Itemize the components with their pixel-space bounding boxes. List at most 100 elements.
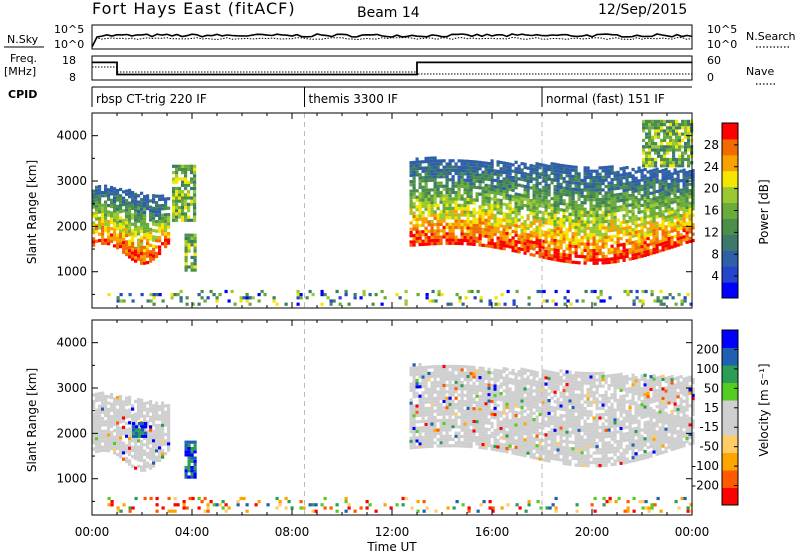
echo-cell [421,179,425,183]
echo-cell [541,375,545,379]
echo-cell [137,398,141,402]
echo-cell [140,229,144,233]
echo-cell [493,444,497,448]
echo-cell [679,201,683,205]
echo-cell [544,369,548,373]
echo-cell [523,431,527,436]
echo-cell [101,235,105,239]
echo-cell [559,417,563,421]
echo-cell [161,452,165,456]
echo-cell [152,229,156,233]
echo-cell [652,178,656,182]
echo-cell [479,296,483,300]
echo-cell [478,423,482,427]
echo-cell [338,296,342,300]
echo-cell [409,161,413,165]
echo-cell [421,160,425,164]
echo-cell [451,197,455,201]
echo-cell [146,464,150,468]
echo-cell [655,224,659,228]
echo-cell [685,202,689,206]
echo-cell [604,235,608,239]
echo-cell [478,433,482,437]
echo-cell [463,213,467,217]
echo-cell [137,216,141,220]
echo-cell [683,299,687,303]
echo-cell [185,302,189,306]
echo-cell [469,387,473,391]
echo-cell [664,218,668,222]
echo-cell [146,194,150,198]
echo-cell [178,186,182,191]
echo-cell [149,231,153,235]
echo-cell [116,415,120,419]
echo-cell [481,392,485,396]
echo-cell [653,299,657,303]
echo-cell [463,181,467,185]
echo-cell [460,390,464,394]
echo-cell [487,367,491,371]
echo-cell [532,395,536,399]
echo-cell [607,165,611,169]
echo-cell [670,207,674,211]
echo-cell [499,414,503,418]
echo-cell [490,425,494,429]
echo-cell [158,439,162,443]
echo-cell [469,201,473,205]
echo-cell [193,240,197,244]
echo-cell [128,402,132,406]
echo-cell [167,429,171,433]
echo-cell [152,257,156,261]
echo-cell [622,242,626,246]
echo-cell [421,233,425,237]
echo-cell [415,445,419,449]
echo-cell [529,401,533,405]
echo-cell [535,431,539,435]
echo-cell [568,171,572,175]
echo-cell [146,299,150,303]
echo-cell [418,394,422,398]
echo-cell [110,431,114,435]
echo-cell [481,234,485,238]
echo-cell [556,207,560,211]
echo-cell [122,196,126,200]
echo-cell [550,238,554,242]
echo-cell [412,192,416,196]
echo-cell [685,183,689,187]
echo-cell [448,194,452,198]
echo-cell [547,399,551,403]
echo-cell [190,199,194,203]
echo-cell [140,293,144,297]
echo-cell [421,378,425,382]
echo-cell [592,169,596,173]
echo-cell [538,223,542,227]
echo-cell [544,246,548,250]
echo-cell [131,439,135,443]
echo-cell [113,441,117,445]
echo-cell [415,385,419,389]
echo-cell [430,365,434,369]
echo-cell [535,225,539,229]
echo-cell [505,225,509,229]
echo-cell [622,173,626,177]
echo-cell [571,187,575,191]
echo-cell [412,404,416,408]
echo-cell [532,206,536,210]
echo-cell [487,408,491,413]
echo-cell [520,377,524,381]
echo-cell [538,447,542,452]
echo-cell [505,421,509,425]
echo-cell [469,226,473,230]
echo-cell [643,206,647,210]
echo-cell [508,438,512,442]
echo-cell [92,403,96,407]
echo-cell [658,211,662,215]
echo-cell [688,236,692,240]
echo-cell [125,208,129,212]
echo-cell [421,381,425,385]
echo-cell [116,421,120,425]
echo-cell [544,404,548,408]
echo-cell [550,444,554,448]
echo-cell [586,191,590,195]
echo-cell [595,169,599,173]
